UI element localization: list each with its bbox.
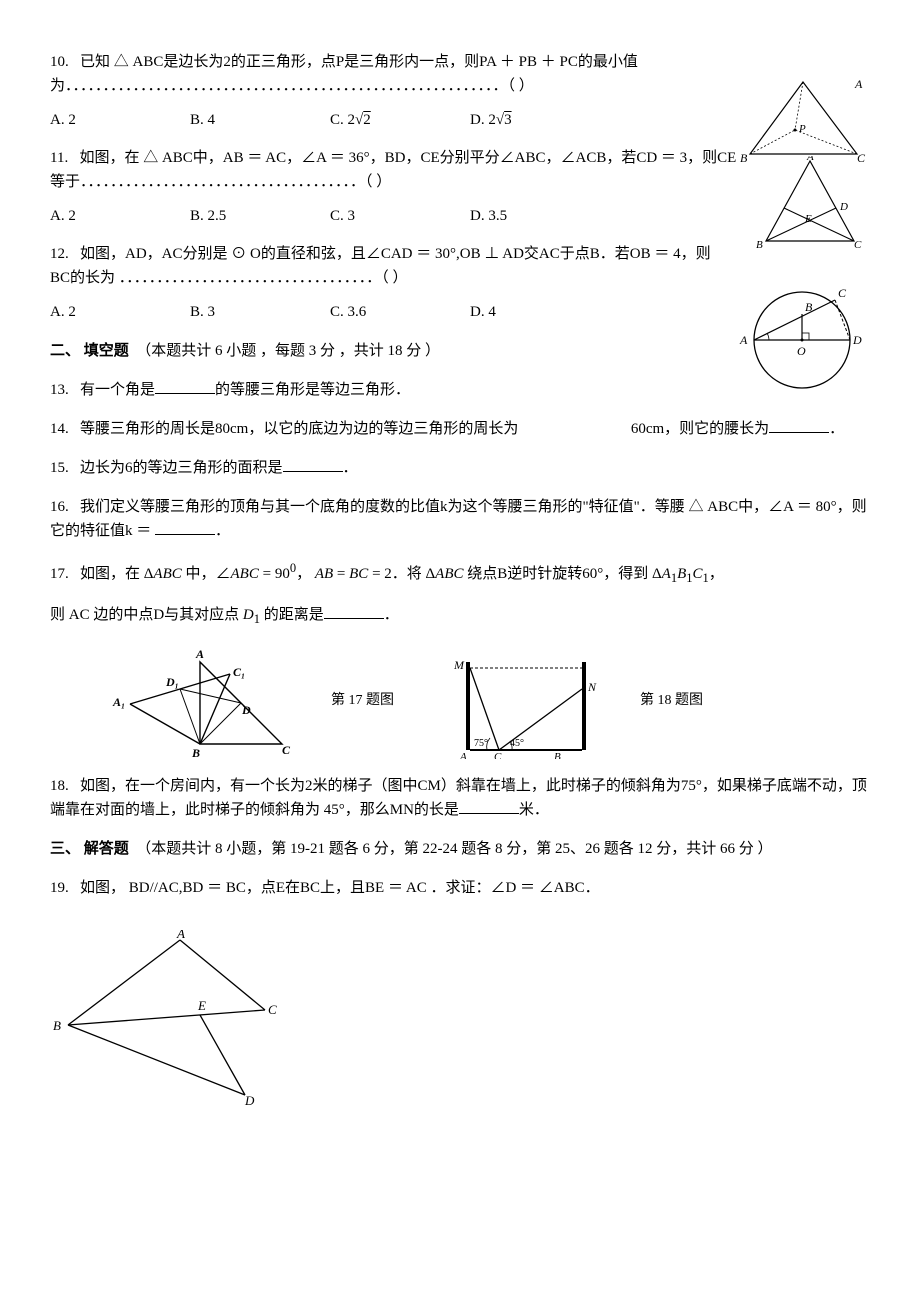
svg-text:A: A: [176, 930, 185, 941]
q11-opt-d: D. 3.5: [470, 204, 610, 228]
q12-opt-d: D. 4: [470, 300, 610, 324]
figure-q19: A B C D E: [50, 930, 870, 1105]
q11-opt-c: C. 3: [330, 204, 470, 228]
question-12: A D O B C 12. 如图，AD，AC分别是 ⊙ O的直径和弦，且∠CAD…: [50, 242, 870, 324]
q13-t1: 有一个角是: [80, 382, 155, 398]
svg-text:E: E: [804, 213, 812, 225]
q11-opt-b: B. 2.5: [190, 204, 330, 228]
svg-text:C: C: [838, 286, 847, 300]
q17-t3: ．: [384, 607, 399, 623]
svg-text:45°: 45°: [510, 738, 524, 749]
svg-text:C: C: [268, 1002, 277, 1017]
q14-num: 14.: [50, 421, 69, 437]
svg-text:B: B: [554, 751, 561, 759]
q15-blank[interactable]: [283, 456, 343, 472]
q17-num: 17.: [50, 566, 69, 582]
question-14: 14. 等腰三角形的周长是80cm，以它的底边为边的等边三角形的周长为 60cm…: [50, 417, 870, 441]
figure-q11: A B C D E: [750, 156, 870, 251]
section-3-title: 三、 解答题: [50, 841, 129, 857]
svg-text:P: P: [798, 123, 806, 135]
q13-blank[interactable]: [155, 378, 215, 394]
svg-text:B: B: [191, 746, 200, 759]
q14-blank[interactable]: [769, 417, 829, 433]
q13-num: 13.: [50, 382, 69, 398]
svg-text:A₁: A₁: [112, 695, 125, 709]
q18-num: 18.: [50, 778, 69, 794]
svg-text:D: D: [241, 703, 251, 717]
q12-opt-b: B. 3: [190, 300, 330, 324]
q14-t3: ．: [829, 421, 844, 437]
q10-opt-a: A. 2: [50, 108, 190, 132]
q13-t2: 的等腰三角形是等边三角形．: [215, 382, 410, 398]
svg-text:B: B: [53, 1018, 61, 1033]
section-3-header: 三、 解答题 （本题共计 8 小题，第 19-21 题各 6 分，第 22-24…: [50, 837, 870, 861]
q10-num: 10.: [50, 54, 69, 70]
section-2-desc: （本题共计 6 小题 ，每题 3 分 ，共计 18 分 ）: [136, 343, 440, 359]
svg-text:N: N: [587, 680, 597, 694]
svg-text:D: D: [839, 201, 848, 213]
svg-text:D: D: [244, 1093, 255, 1105]
q11-opt-a: A. 2: [50, 204, 190, 228]
q19-text: 如图， BD//AC,BD ＝ BC，点E在BC上，且BE ＝ AC ．求证：∠…: [80, 880, 600, 896]
page: A B C P 10. 已知 △ ABC是边长为2的正三角形，点P是三角形内一点…: [0, 0, 920, 1155]
svg-text:E: E: [197, 998, 206, 1013]
q11-text: 11. 如图，在 △ ABC中，AB ＝ AC，∠A ＝ 36°，BD，CE分别…: [50, 146, 870, 194]
svg-text:A: A: [854, 77, 863, 91]
q15-num: 15.: [50, 460, 69, 476]
figures-17-18: A B C A₁ C₁ D D₁ 第 17 题图 M N: [110, 644, 870, 759]
svg-text:O: O: [797, 344, 806, 358]
svg-text:C: C: [494, 751, 502, 759]
question-18: 18. 如图，在一个房间内，有一个长为2米的梯子（图中CM）斜靠在墙上，此时梯子…: [50, 774, 870, 822]
q11-num: 11.: [50, 150, 68, 166]
question-19: 19. 如图， BD//AC,BD ＝ BC，点E在BC上，且BE ＝ AC ．…: [50, 876, 870, 900]
figure-q18-caption: 第 18 题图: [640, 690, 703, 712]
q14-t1: 等腰三角形的周长是80cm，以它的底边为边的等边三角形的周长为: [80, 421, 518, 437]
q10-opt-b: B. 4: [190, 108, 330, 132]
svg-text:75°: 75°: [474, 738, 488, 749]
svg-text:C: C: [282, 743, 291, 757]
q19-num: 19.: [50, 880, 69, 896]
q17-t2: 则 AC 边的中点D与其对应点 D1 的距离是: [50, 607, 324, 623]
q17-t1: 如图，在 ΔABC 中，∠ABC = 900， AB = BC = 2．将 ΔA…: [80, 566, 724, 582]
figure-q18: M N A C B 75° 45°: [454, 654, 604, 759]
q12-body: 如图，AD，AC分别是 ⊙ O的直径和弦，且∠CAD ＝ 30°,OB ⊥ AD…: [50, 246, 711, 286]
q14-t2: 60cm，则它的腰长为: [631, 421, 769, 437]
q12-num: 12.: [50, 246, 69, 262]
svg-text:A: A: [459, 751, 467, 759]
q11-options: A. 2 B. 2.5 C. 3 D. 3.5: [50, 204, 870, 228]
figure-q17: A B C A₁ C₁ D D₁: [110, 644, 295, 759]
q15-t1: 边长为6的等边三角形的面积是: [80, 460, 283, 476]
q18-t2: 米．: [519, 802, 549, 818]
q16-t2: ．: [215, 523, 230, 539]
svg-text:A: A: [806, 156, 814, 163]
q15-t2: ．: [343, 460, 358, 476]
q10-body: 已知 △ ABC是边长为2的正三角形，点P是三角形内一点，则PA ＋ PB ＋ …: [50, 54, 638, 94]
question-16: 16. 我们定义等腰三角形的顶角与其一个底角的度数的比值k为这个等腰三角形的"特…: [50, 495, 870, 543]
section-2-title: 二、 填空题: [50, 343, 129, 359]
svg-text:A: A: [739, 333, 748, 347]
figure-q17-caption: 第 17 题图: [331, 690, 394, 712]
question-17-line2: 则 AC 边的中点D与其对应点 D1 的距离是 ．: [50, 603, 870, 629]
q12-opt-a: A. 2: [50, 300, 190, 324]
svg-text:C₁: C₁: [233, 665, 245, 679]
svg-text:A: A: [195, 647, 204, 661]
svg-text:D: D: [852, 333, 862, 347]
q16-num: 16.: [50, 499, 69, 515]
question-15: 15. 边长为6的等边三角形的面积是 ．: [50, 456, 870, 480]
question-10: A B C P 10. 已知 △ ABC是边长为2的正三角形，点P是三角形内一点…: [50, 50, 870, 132]
q18-blank[interactable]: [459, 798, 519, 814]
q17-blank[interactable]: [324, 603, 384, 619]
svg-text:D₁: D₁: [165, 675, 179, 689]
section-3-desc: （本题共计 8 小题，第 19-21 题各 6 分，第 22-24 题各 8 分…: [136, 841, 772, 857]
figure-q12: A D O B C: [735, 282, 870, 397]
q11-body: 如图，在 △ ABC中，AB ＝ AC，∠A ＝ 36°，BD，CE分别平分∠A…: [50, 150, 736, 190]
question-17-line1: 17. 如图，在 ΔABC 中，∠ABC = 900， AB = BC = 2．…: [50, 558, 870, 588]
q10-opt-c: C. 2√2: [330, 108, 470, 132]
q10-opt-d: D. 2√3: [470, 108, 610, 132]
question-11: A B C D E 11. 如图，在 △ ABC中，AB ＝ AC，∠A ＝ 3…: [50, 146, 870, 228]
q16-blank[interactable]: [155, 519, 215, 535]
svg-text:M: M: [454, 658, 465, 672]
svg-text:B: B: [805, 300, 813, 314]
q12-opt-c: C. 3.6: [330, 300, 470, 324]
